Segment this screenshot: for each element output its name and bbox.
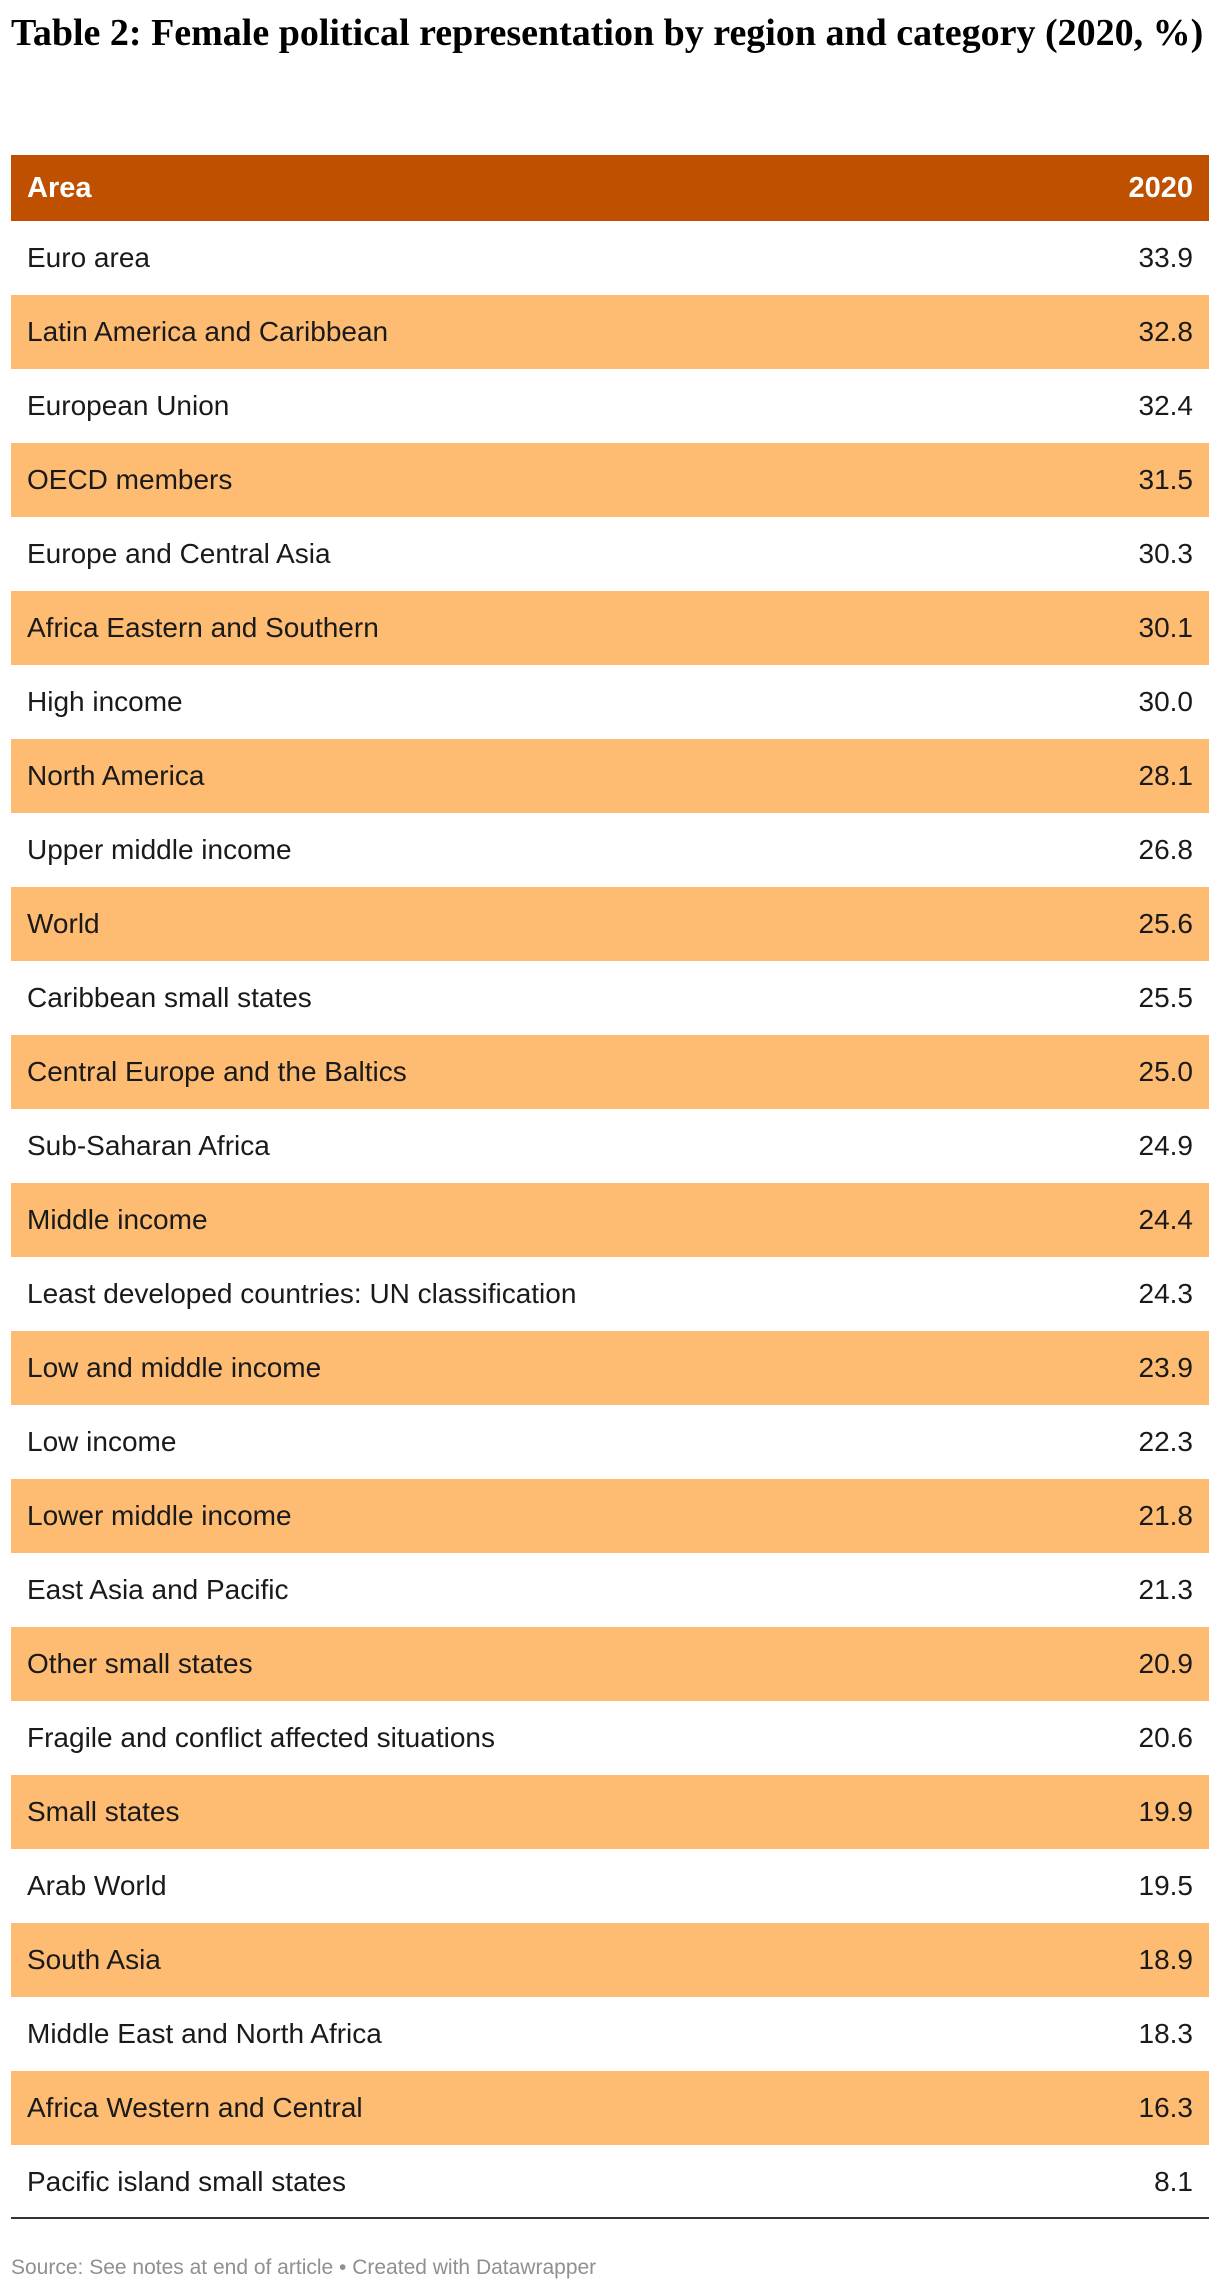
row-area-label: Caribbean small states bbox=[27, 982, 312, 1013]
table-row: South Asia 18.9 bbox=[11, 1923, 1209, 1997]
table-row: Arab World 19.5 bbox=[11, 1849, 1209, 1923]
row-area-label: Fragile and conflict affected situations bbox=[27, 1722, 495, 1753]
table-row: OECD members 31.5 bbox=[11, 443, 1209, 517]
row-value: 22.3 bbox=[1138, 1426, 1194, 1457]
row-value: 23.9 bbox=[1138, 1352, 1194, 1383]
row-area-label: Sub-Saharan Africa bbox=[27, 1130, 270, 1161]
row-area-label: Least developed countries: UN classifica… bbox=[27, 1278, 577, 1309]
table-row: Small states 19.9 bbox=[11, 1775, 1209, 1849]
row-value: 25.0 bbox=[1138, 1056, 1194, 1087]
row-value: 24.4 bbox=[1138, 1204, 1194, 1235]
table-row: Europe and Central Asia 30.3 bbox=[11, 517, 1209, 591]
row-area-label: Europe and Central Asia bbox=[27, 538, 331, 569]
row-value: 18.9 bbox=[1138, 1944, 1194, 1975]
row-area-label: South Asia bbox=[27, 1944, 161, 1975]
row-area-label: OECD members bbox=[27, 464, 233, 495]
row-area-label: Upper middle income bbox=[27, 834, 292, 865]
source-footer: Source: See notes at end of article • Cr… bbox=[11, 2256, 597, 2279]
row-area-label: Low income bbox=[27, 1426, 177, 1457]
row-value: 24.9 bbox=[1138, 1130, 1194, 1161]
row-area-label: Arab World bbox=[27, 1870, 167, 1901]
row-value: 25.6 bbox=[1138, 908, 1194, 939]
table-row: Low and middle income 23.9 bbox=[11, 1331, 1209, 1405]
row-area-label: Middle East and North Africa bbox=[27, 2018, 382, 2049]
row-area-label: Central Europe and the Baltics bbox=[27, 1056, 407, 1087]
row-area-label: East Asia and Pacific bbox=[27, 1574, 289, 1605]
column-header-area[interactable]: Area bbox=[27, 171, 92, 204]
row-value: 30.3 bbox=[1138, 538, 1194, 569]
row-value: 16.3 bbox=[1138, 2092, 1194, 2123]
row-area-label: Africa Eastern and Southern bbox=[27, 612, 379, 643]
row-value: 33.9 bbox=[1138, 242, 1194, 273]
row-area-label: Other small states bbox=[27, 1648, 253, 1679]
table-row: Pacific island small states 8.1 bbox=[11, 2145, 1209, 2219]
row-value: 18.3 bbox=[1138, 2018, 1194, 2049]
row-value: 21.3 bbox=[1138, 1574, 1194, 1605]
row-area-label: Low and middle income bbox=[27, 1352, 322, 1383]
row-value: 32.4 bbox=[1138, 390, 1194, 421]
table-row: Sub-Saharan Africa 24.9 bbox=[11, 1109, 1209, 1183]
row-area-label: Latin America and Caribbean bbox=[27, 316, 389, 347]
table-row: East Asia and Pacific 21.3 bbox=[11, 1553, 1209, 1627]
table-bottom-rule bbox=[11, 2217, 1209, 2219]
table-row: Other small states 20.9 bbox=[11, 1627, 1209, 1701]
table-body: Euro area 33.9 Latin America and Caribbean… bbox=[11, 221, 1209, 2219]
table-row: Euro area 33.9 bbox=[11, 221, 1209, 295]
row-area-label: Pacific island small states bbox=[27, 2166, 347, 2197]
row-area-label: Euro area bbox=[27, 242, 150, 273]
table-row: Lower middle income 21.8 bbox=[11, 1479, 1209, 1553]
table-row: High income 30.0 bbox=[11, 665, 1209, 739]
row-area-label: Middle income bbox=[27, 1204, 208, 1235]
row-value: 24.3 bbox=[1138, 1278, 1194, 1309]
column-header-2020[interactable]: 2020 bbox=[1128, 171, 1193, 204]
table-header-row: Area 2020 bbox=[11, 155, 1209, 221]
row-area-label: High income bbox=[27, 686, 183, 717]
table-row: Low income 22.3 bbox=[11, 1405, 1209, 1479]
row-value: 30.0 bbox=[1138, 686, 1194, 717]
row-value: 20.9 bbox=[1138, 1648, 1194, 1679]
table-row: European Union 32.4 bbox=[11, 369, 1209, 443]
table-row: Least developed countries: UN classifica… bbox=[11, 1257, 1209, 1331]
table-row: Upper middle income 26.8 bbox=[11, 813, 1209, 887]
table-row: Fragile and conflict affected situations… bbox=[11, 1701, 1209, 1775]
row-value: 19.5 bbox=[1138, 1870, 1194, 1901]
row-area-label: Lower middle income bbox=[27, 1500, 292, 1531]
row-value: 25.5 bbox=[1138, 982, 1194, 1013]
data-table: Area 2020 Euro area 33.9 Latin America and… bbox=[11, 155, 1209, 2219]
row-value: 26.8 bbox=[1138, 834, 1194, 865]
table-row: Middle income 24.4 bbox=[11, 1183, 1209, 1257]
table-row: Caribbean small states 25.5 bbox=[11, 961, 1209, 1035]
row-value: 8.1 bbox=[1154, 2166, 1193, 2197]
table-row: Latin America and Caribbean 32.8 bbox=[11, 295, 1209, 369]
row-area-label: North America bbox=[27, 760, 205, 791]
row-value: 21.8 bbox=[1138, 1500, 1194, 1531]
row-area-label: European Union bbox=[27, 390, 230, 421]
table-row: Africa Western and Central 16.3 bbox=[11, 2071, 1209, 2145]
table-row: Central Europe and the Baltics 25.0 bbox=[11, 1035, 1209, 1109]
row-area-label: Small states bbox=[27, 1796, 180, 1827]
row-value: 20.6 bbox=[1138, 1722, 1194, 1753]
row-area-label: World bbox=[27, 908, 100, 939]
row-value: 30.1 bbox=[1138, 612, 1194, 643]
table-title: Table 2: Female political representation… bbox=[11, 12, 1204, 54]
row-area-label: Africa Western and Central bbox=[27, 2092, 363, 2123]
table-row: World 25.6 bbox=[11, 887, 1209, 961]
row-value: 32.8 bbox=[1138, 316, 1194, 347]
table-row: Middle East and North Africa 18.3 bbox=[11, 1997, 1209, 2071]
row-value: 28.1 bbox=[1138, 760, 1194, 791]
table-row: Africa Eastern and Southern 30.1 bbox=[11, 591, 1209, 665]
row-value: 19.9 bbox=[1138, 1796, 1194, 1827]
row-value: 31.5 bbox=[1138, 464, 1194, 495]
table-row: North America 28.1 bbox=[11, 739, 1209, 813]
